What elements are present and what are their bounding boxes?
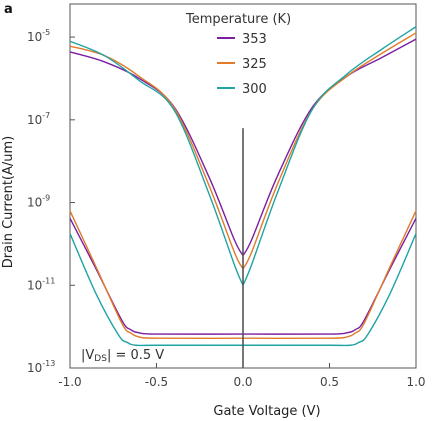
x-tick-label: 0.5 (320, 375, 339, 389)
axis-layer: -1.0 -0.5 0.0 0.5 1.0 10-5 10-7 10-9 10-11 10-13 (27, 28, 426, 389)
legend-entry-300: 300 (242, 82, 267, 97)
panel-label: a (4, 2, 13, 17)
series-layer (69, 26, 417, 368)
x-tick-label: -1.0 (58, 375, 81, 389)
series-325-branch-1 (242, 32, 417, 270)
series-353-branch-0 (69, 51, 244, 256)
y-tick-label: 10-11 (27, 276, 55, 292)
x-tick-label: 1.0 (406, 375, 425, 389)
y-axis-label: Drain Current(A/um) (1, 136, 16, 268)
legend-entries: 353 325 300 (217, 32, 267, 97)
legend-entry-325: 325 (242, 57, 267, 72)
y-tick-label: 10-13 (27, 359, 55, 375)
series-325-branch-0 (69, 45, 244, 270)
legend-entry-353: 353 (242, 32, 267, 47)
legend: Temperature (K) 353 325 300 (185, 12, 291, 97)
x-tick-label: -0.5 (145, 375, 168, 389)
series-353-branch-1 (242, 38, 417, 256)
annotation-vds: |VDS| = 0.5 V (81, 348, 164, 364)
y-tick-label: 10-7 (27, 111, 50, 127)
annotation-prefix: |V (81, 348, 94, 363)
annotation-suffix: | = 0.5 V (107, 348, 164, 363)
y-tick-label: 10-9 (27, 194, 50, 210)
series-300-branch-0 (69, 40, 244, 286)
x-tick-label: 0.0 (233, 375, 252, 389)
x-axis-label: Gate Voltage (V) (213, 404, 320, 419)
legend-title: Temperature (K) (185, 12, 291, 27)
y-tick-label: 10-5 (27, 28, 50, 44)
annotation-subscript: DS (94, 354, 107, 364)
series-300-branch-1 (242, 26, 417, 286)
